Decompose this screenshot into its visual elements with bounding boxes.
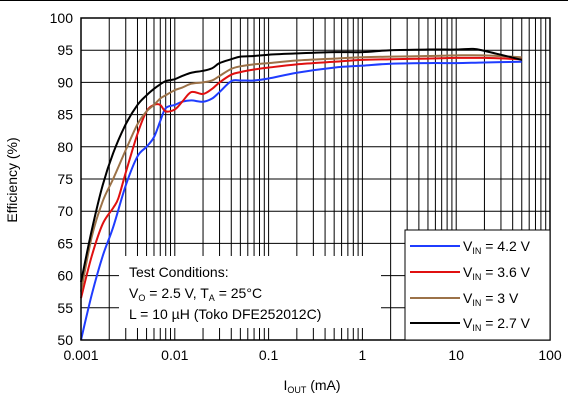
series-lines	[80, 47, 522, 341]
legend: VIN = 4.2 V VIN = 3.6 V VIN = 3 V VIN = …	[404, 229, 551, 341]
x-tick-label: 0.1	[259, 347, 279, 363]
y-tick-label: 60	[57, 268, 73, 284]
plot-area-border	[80, 17, 551, 341]
test-conditions-background	[119, 256, 381, 328]
legend-item-vin-3-6: VIN = 3.6 V	[410, 264, 531, 282]
y-tick-label: 80	[57, 139, 73, 155]
x-tick-label: 1	[359, 347, 367, 363]
test-conditions-inductor: L = 10 µH (Toko DFE252012C)	[129, 306, 321, 322]
x-tick-label: 0.01	[161, 347, 188, 363]
x-tick-label: 10	[448, 347, 464, 363]
y-tick-label: 85	[57, 107, 73, 123]
y-tick-label: 75	[57, 171, 73, 187]
plot-frame	[0, 0, 568, 341]
legend-label-vin-4-2: VIN = 4.2 V	[463, 238, 531, 256]
legend-item-vin-4-2: VIN = 4.2 V	[410, 238, 531, 256]
y-tick-label: 95	[57, 42, 73, 58]
x-tick-label: 0.001	[63, 347, 98, 363]
legend-item-vin-3: VIN = 3 V	[410, 290, 519, 308]
series-line-vin36	[80, 56, 522, 299]
y-tick-label: 70	[57, 203, 73, 219]
y-tick-label: 90	[57, 74, 73, 90]
legend-label-vin-3: VIN = 3 V	[463, 290, 519, 308]
series-line-vin42	[80, 60, 522, 341]
test-conditions-voltage: VO = 2.5 V, TA = 25°C	[129, 285, 262, 303]
legend-label-vin-3-6: VIN = 3.6 V	[463, 264, 531, 282]
test-conditions-box: Test Conditions: VO = 2.5 V, TA = 25°C L…	[119, 256, 381, 328]
series-line-vin3	[80, 54, 522, 292]
tick-labels: 0.001 0.01 0.1 1 10 100 50 55 60 65 70 75 80 85 90 95 10…	[50, 10, 562, 363]
legend-box	[404, 229, 551, 341]
y-tick-label: 50	[57, 332, 73, 348]
legend-label-vin-2-7: VIN = 2.7 V	[463, 315, 531, 333]
legend-item-vin-2-7: VIN = 2.7 V	[410, 315, 531, 333]
y-tick-label: 65	[57, 235, 73, 251]
y-tick-label: 100	[50, 10, 74, 26]
x-tick-label: 100	[538, 347, 562, 363]
test-conditions-title: Test Conditions:	[129, 264, 229, 280]
x-axis-title: IOUT (mA)	[283, 377, 340, 395]
y-tick-label: 55	[57, 300, 73, 316]
y-axis-title: Efficiency (%)	[4, 137, 20, 222]
series-line-vin27	[80, 47, 522, 283]
